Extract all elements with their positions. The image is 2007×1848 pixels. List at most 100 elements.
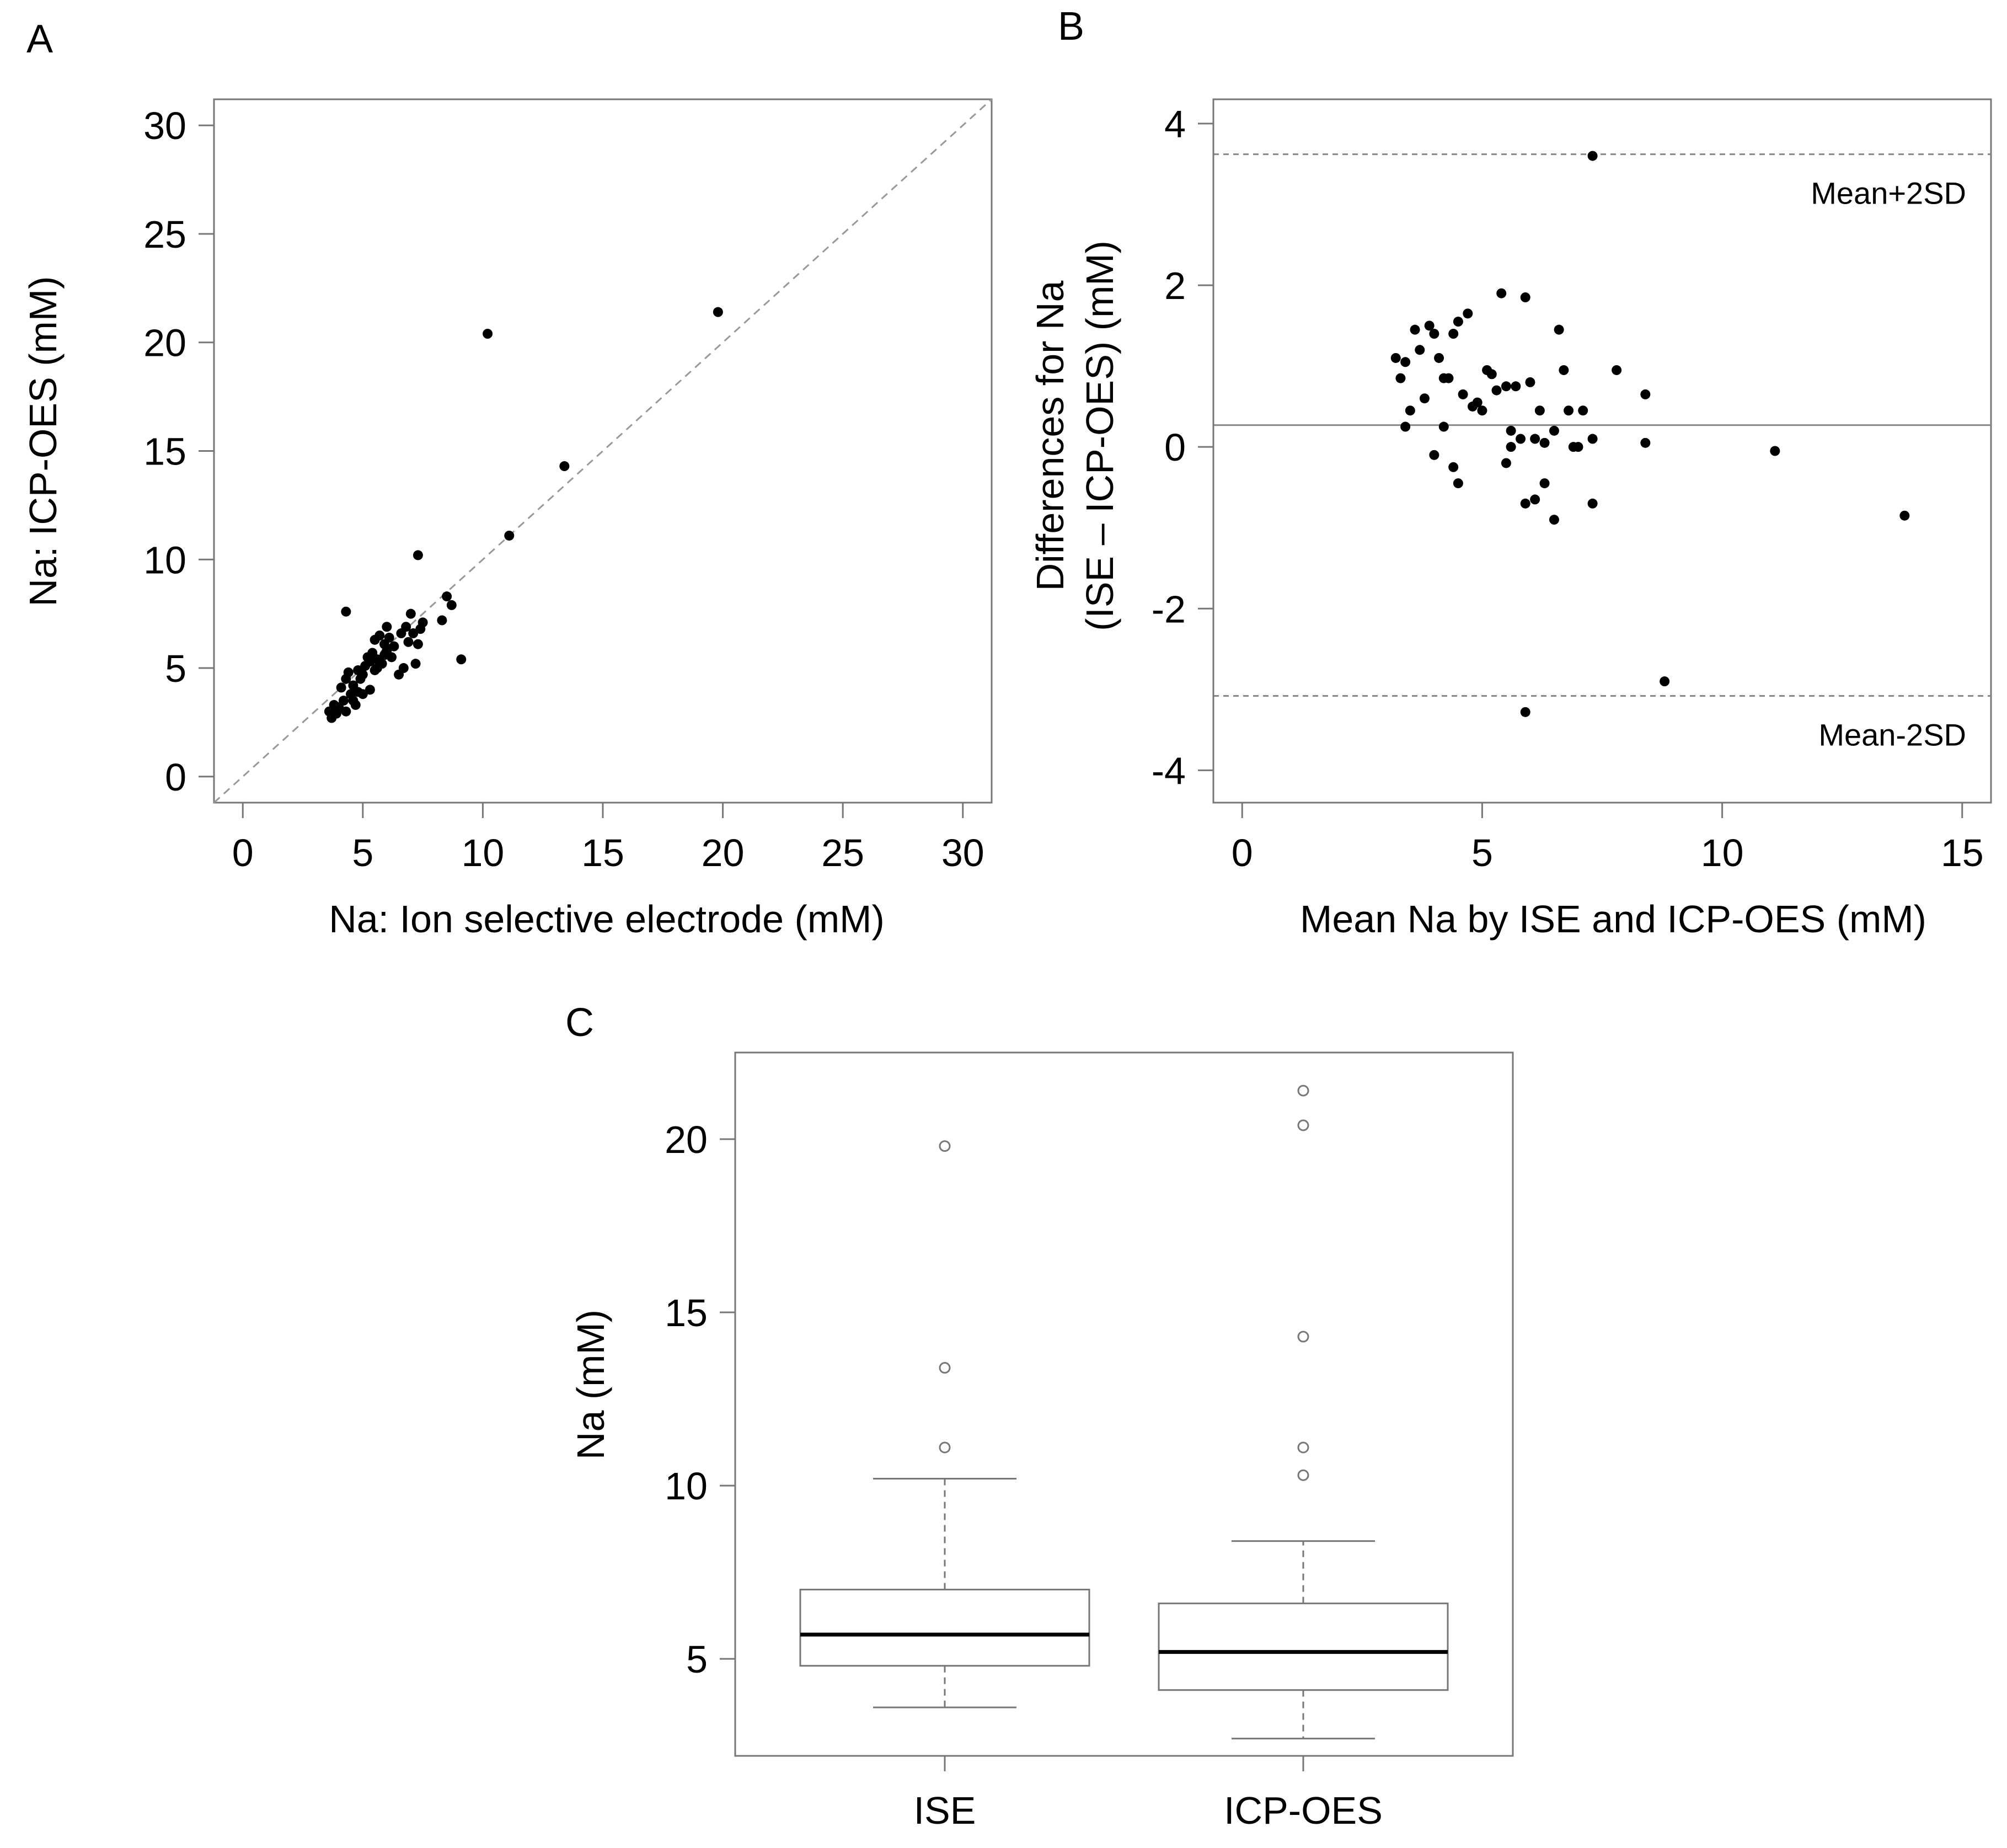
panel-b-point: [1578, 405, 1588, 416]
panel-b-x-tick-label: 0: [1232, 831, 1253, 874]
panel-b-point: [1530, 434, 1540, 444]
panel-b-point: [1520, 707, 1530, 717]
panel-b-point: [1405, 405, 1415, 416]
panel-b-y-tick-label: 2: [1164, 264, 1186, 307]
panel-b-point: [1554, 324, 1564, 335]
panel-c-outlier: [1297, 1119, 1309, 1131]
panel-b-point: [1438, 421, 1449, 432]
panel-c-outlier: [1297, 1441, 1309, 1454]
panel-b-point: [1410, 324, 1420, 335]
panel-b-point: [1549, 515, 1559, 525]
panel-a-point: [343, 667, 354, 677]
panel-a-y-tick-label: 20: [143, 322, 186, 365]
panel-b-point: [1477, 405, 1487, 416]
panel-a-point: [559, 461, 570, 472]
panel-c-iqr-box: [1158, 1603, 1449, 1691]
panel-c-iqr-box: [799, 1589, 1090, 1667]
panel-b-point: [1424, 321, 1435, 331]
panel-b-point: [1400, 357, 1411, 367]
panel-b-point: [1429, 329, 1439, 339]
panel-a-point: [341, 706, 351, 717]
panel-b-point: [1539, 437, 1550, 448]
panel-b-letter: B: [1058, 4, 1084, 49]
panel-b-point: [1496, 288, 1507, 298]
panel-c-y-tick-label: 15: [665, 1291, 708, 1334]
panel-c-box-ise: [799, 1140, 1090, 1708]
panel-b-point: [1448, 329, 1459, 339]
panel-b-point: [1486, 369, 1497, 380]
panel-a-letter: A: [26, 17, 53, 61]
panel-a-x-tick-label: 25: [821, 831, 864, 874]
panel-a-point: [374, 630, 385, 640]
panel-a-x-label: Na: Ion selective electrode (mM): [329, 898, 885, 941]
panel-c-outlier: [1297, 1469, 1309, 1481]
panel-c-outlier: [1297, 1085, 1309, 1097]
panel-b-point: [1453, 317, 1463, 327]
panel-c-box-icp-oes: [1158, 1085, 1449, 1740]
panel-b-points: [1390, 151, 1910, 717]
panel-a-y-tick-label: 10: [143, 538, 186, 581]
panel-a-point: [437, 615, 447, 626]
panel-a-point: [401, 622, 411, 632]
panel-c-y-tick-label: 5: [686, 1638, 708, 1681]
panel-a-point: [377, 659, 387, 669]
panel-b-point: [1587, 151, 1598, 161]
panel-a-point: [456, 654, 467, 665]
panel-b-point: [1573, 442, 1583, 452]
panel-b-x-tick-label: 10: [1701, 831, 1744, 874]
panel-b-point: [1419, 393, 1430, 404]
panel-b-y-tick-label: 0: [1164, 426, 1186, 469]
panel-b-point: [1448, 462, 1459, 472]
panel-b-point: [1525, 377, 1535, 387]
panel-a-point: [336, 682, 346, 693]
panel-c-outlier: [939, 1441, 951, 1454]
panel-a-point: [405, 608, 416, 619]
panel-a-point: [357, 669, 368, 680]
panel-a-point: [398, 663, 409, 674]
panel-b-point: [1429, 450, 1439, 460]
panel-a-identity-line: [213, 98, 993, 804]
panel-c-letter: C: [565, 1001, 594, 1045]
panel-a-point: [365, 685, 375, 695]
panel-a-y-tick-label: 25: [143, 213, 186, 256]
panel-b-point: [1443, 373, 1454, 383]
panel-b-point: [1400, 421, 1411, 432]
panel-b-point: [1501, 458, 1511, 468]
panel-b-point: [1564, 405, 1574, 416]
panel-a-point: [446, 600, 457, 610]
panel-b-point: [1899, 510, 1910, 521]
panel-a-point: [410, 659, 421, 669]
panel-c-category-label: ICP-OES: [1224, 1789, 1383, 1832]
panel-b-y-tick-label: -4: [1152, 749, 1186, 792]
panel-b-point: [1640, 437, 1651, 448]
panel-b-point: [1501, 381, 1511, 392]
panel-a-x-tick-label: 0: [232, 831, 254, 874]
panel-b-point: [1472, 397, 1482, 408]
panel-a-x-tick-label: 30: [941, 831, 984, 874]
panel-c-y-tick-label: 10: [665, 1465, 708, 1508]
panel-b-point: [1660, 676, 1670, 687]
panel-b-point: [1520, 292, 1530, 303]
panel-b-point: [1390, 352, 1401, 363]
panel-b-lower-limit-label: Mean-2SD: [1818, 718, 1966, 752]
panel-a-x-tick-label: 5: [352, 831, 373, 874]
panel-b-point: [1458, 389, 1468, 399]
panel-b-point: [1506, 442, 1516, 452]
panel-b-y-tick-label: 4: [1164, 103, 1186, 146]
panel-b-x-tick-label: 5: [1471, 831, 1493, 874]
panel-a-points: [324, 307, 723, 723]
panel-b-point: [1491, 385, 1502, 396]
panel-a-y-tick-label: 5: [165, 647, 186, 690]
panel-b-point: [1612, 365, 1622, 375]
panel-b-point: [1395, 373, 1406, 383]
panel-a-point: [408, 628, 419, 639]
panel-b-point: [1516, 434, 1526, 444]
panel-a-point: [357, 689, 368, 699]
panel-b-point: [1539, 478, 1550, 489]
panel-b-point: [1415, 345, 1425, 355]
panel-b-bland-altman: B Mean+2SD Mean-2SD 0 5 10 15 -4 -2 0 2 4 Mean …: [1029, 4, 1992, 941]
panel-b-point: [1511, 381, 1521, 392]
panel-a-point: [387, 652, 397, 663]
panel-a-point: [413, 639, 423, 649]
